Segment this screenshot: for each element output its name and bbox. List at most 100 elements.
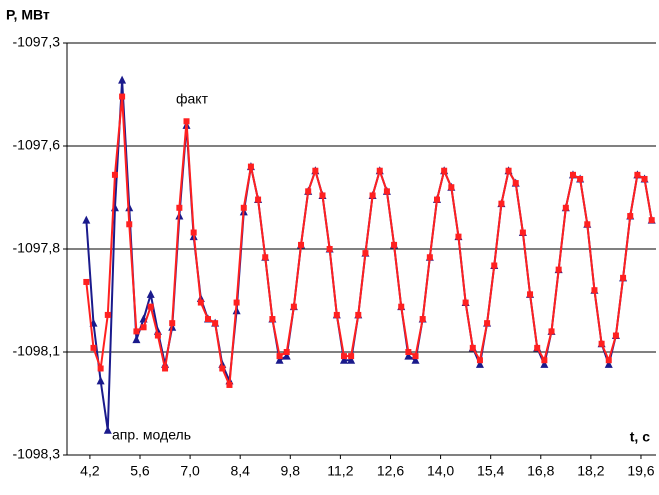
marker <box>598 340 605 347</box>
marker <box>103 425 112 434</box>
marker <box>591 287 598 294</box>
x-tick-label: 11,2 <box>327 463 353 479</box>
marker <box>204 316 211 323</box>
marker <box>132 335 141 344</box>
marker <box>412 353 419 360</box>
marker <box>411 355 420 364</box>
marker <box>612 332 619 339</box>
marker <box>226 381 233 388</box>
marker <box>176 204 183 211</box>
series-line <box>85 80 653 431</box>
y-tick-label: -1097,3 <box>13 34 61 50</box>
marker <box>96 376 105 385</box>
x-tick-label: 4,2 <box>80 463 100 479</box>
marker <box>362 250 369 257</box>
marker <box>147 303 154 310</box>
marker <box>82 215 91 224</box>
marker <box>140 324 147 331</box>
marker <box>197 299 204 306</box>
marker <box>305 188 312 195</box>
marker <box>562 204 569 211</box>
marker <box>233 299 240 306</box>
marker <box>548 328 555 335</box>
y-axis-label: P, МВт <box>6 7 50 23</box>
marker <box>104 311 111 318</box>
marker <box>475 359 484 368</box>
marker <box>569 171 576 178</box>
marker <box>627 213 634 220</box>
marker <box>419 316 426 323</box>
marker <box>119 93 126 100</box>
marker <box>255 196 262 203</box>
marker <box>405 349 412 355</box>
marker <box>319 192 326 199</box>
marker <box>605 357 612 364</box>
marker <box>584 221 591 228</box>
x-tick-label: 19,6 <box>627 463 654 479</box>
marker <box>219 365 226 372</box>
x-tick-label: 15,4 <box>477 463 504 479</box>
marker <box>512 180 519 187</box>
marker <box>333 311 340 318</box>
marker <box>326 246 333 252</box>
marker <box>527 291 534 298</box>
marker <box>369 192 376 199</box>
marker <box>648 217 655 224</box>
marker <box>275 355 284 364</box>
marker <box>519 229 526 236</box>
y-tick-label: -1098,3 <box>13 446 61 462</box>
marker <box>339 355 348 364</box>
x-tick-label: 12,6 <box>377 463 404 479</box>
marker <box>347 355 356 364</box>
marker <box>290 303 297 310</box>
marker <box>577 175 584 182</box>
marker <box>498 200 505 207</box>
marker <box>183 118 190 125</box>
marker <box>404 351 413 360</box>
marker <box>262 254 269 261</box>
marker <box>111 171 118 178</box>
y-tick-label: -1098,1 <box>13 343 61 359</box>
marker <box>312 167 319 174</box>
marker <box>118 75 127 84</box>
marker <box>340 353 347 360</box>
marker <box>505 167 512 174</box>
y-tick-label: -1097,8 <box>13 240 61 256</box>
x-tick-label: 16,8 <box>527 463 554 479</box>
series-annotation: факт <box>176 91 209 107</box>
marker <box>383 188 390 195</box>
series-annotation: апр. модель <box>112 427 191 443</box>
marker <box>190 229 197 236</box>
marker <box>126 221 133 228</box>
marker <box>133 328 140 335</box>
marker <box>604 359 613 368</box>
marker <box>540 359 549 368</box>
x-axis-label: t, c <box>630 429 650 445</box>
marker <box>620 274 627 281</box>
marker <box>476 357 483 364</box>
marker <box>240 204 247 211</box>
marker <box>154 332 161 339</box>
marker <box>97 365 104 372</box>
marker <box>491 262 498 269</box>
marker <box>441 167 448 174</box>
marker <box>283 349 290 355</box>
marker <box>146 289 155 298</box>
y-tick-label: -1097,6 <box>13 137 61 153</box>
marker <box>634 171 641 178</box>
marker <box>355 311 362 318</box>
x-tick-label: 9,8 <box>281 463 301 479</box>
plot-area: -1098,3 -1098,1 -1097,8 -1097,6 -1097,3 4,2 5,… <box>13 34 656 479</box>
x-tick-label: 18,2 <box>577 463 604 479</box>
marker <box>169 320 176 327</box>
marker <box>212 320 219 327</box>
marker <box>398 303 405 310</box>
marker <box>541 357 548 364</box>
x-tick-label: 5,6 <box>130 463 150 479</box>
marker <box>391 241 398 248</box>
marker <box>247 163 254 170</box>
marker <box>276 353 283 360</box>
marker <box>469 344 476 351</box>
marker <box>282 351 291 360</box>
